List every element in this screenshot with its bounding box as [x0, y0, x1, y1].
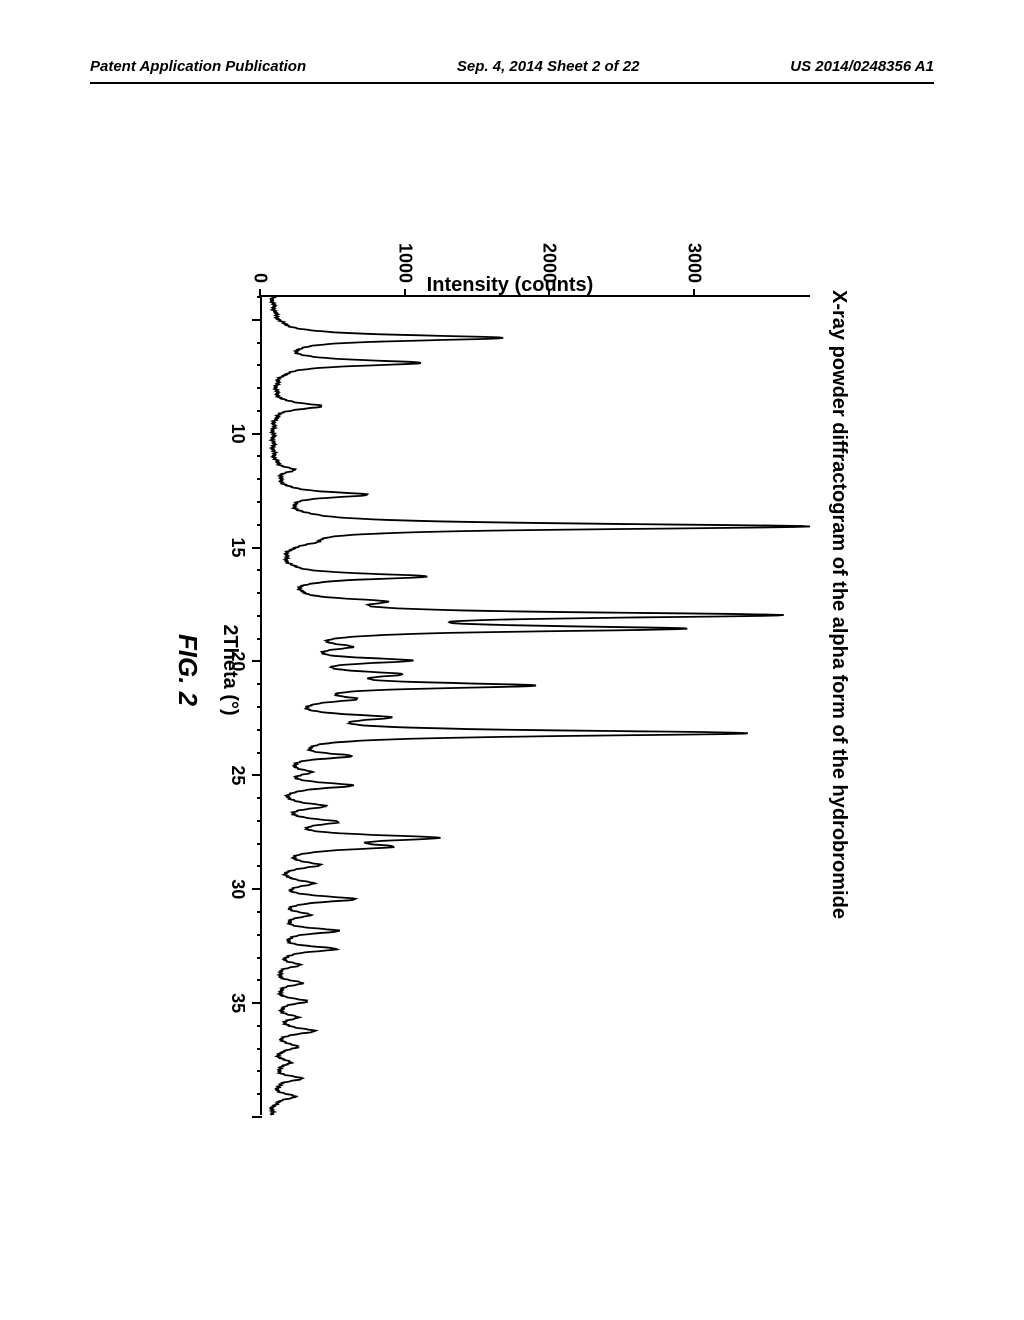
x-tick-minor [257, 979, 262, 981]
x-tick-minor [257, 729, 262, 731]
x-tick-minor [257, 1048, 262, 1050]
x-tick-minor [257, 342, 262, 344]
x-tick-minor [257, 820, 262, 822]
x-tick-minor [257, 1093, 262, 1095]
x-tick-major [252, 1002, 262, 1004]
x-tick-minor [257, 615, 262, 617]
spectrum-path [271, 297, 810, 1115]
x-tick-label: 30 [227, 879, 248, 899]
y-tick [404, 289, 406, 297]
x-tick-label: 25 [227, 765, 248, 785]
y-tick [693, 289, 695, 297]
y-tick [548, 289, 550, 297]
chart-container: X-ray powder diffractogram of the alpha … [160, 180, 860, 1160]
x-tick-minor [257, 911, 262, 913]
x-tick-label: 10 [227, 424, 248, 444]
page-header: Patent Application Publication Sep. 4, 2… [90, 58, 934, 75]
y-axis-label: Intensity (counts) [427, 274, 594, 297]
x-tick-minor [257, 843, 262, 845]
x-axis-label: 2Theta (°) [218, 624, 241, 715]
x-tick-major [252, 888, 262, 890]
y-tick-label: 0 [250, 273, 271, 283]
plot-area: 0100020003000101520253035 [260, 295, 810, 1115]
x-tick-minor [257, 797, 262, 799]
x-tick-label: 35 [227, 993, 248, 1013]
figure-caption: FIG. 2 [172, 634, 203, 706]
x-tick-minor [257, 455, 262, 457]
x-tick-minor [257, 752, 262, 754]
x-tick-minor [257, 501, 262, 503]
header-center: Sep. 4, 2014 Sheet 2 of 22 [457, 58, 640, 75]
x-tick-minor [257, 524, 262, 526]
figure-area: X-ray powder diffractogram of the alpha … [150, 170, 870, 1170]
x-tick-minor [257, 934, 262, 936]
header-rule [90, 82, 934, 84]
header-right: US 2014/0248356 A1 [790, 58, 934, 75]
x-tick-minor [257, 569, 262, 571]
x-tick-major [252, 660, 262, 662]
x-tick-major [252, 547, 262, 549]
x-tick-minor [257, 638, 262, 640]
x-tick-major [252, 433, 262, 435]
y-tick-label: 1000 [394, 243, 415, 283]
x-tick-minor [257, 296, 262, 298]
x-tick-minor [257, 592, 262, 594]
x-tick-minor [257, 1070, 262, 1072]
y-tick-label: 3000 [684, 243, 705, 283]
x-tick-major [252, 774, 262, 776]
x-tick-minor [257, 410, 262, 412]
x-tick-minor [257, 957, 262, 959]
y-tick-label: 2000 [539, 243, 560, 283]
x-tick-minor [257, 706, 262, 708]
x-tick-label: 15 [227, 538, 248, 558]
x-tick-minor [257, 683, 262, 685]
x-tick-minor [257, 865, 262, 867]
x-tick-minor [257, 1025, 262, 1027]
xrd-spectrum-line [262, 297, 810, 1115]
x-tick-major [252, 1116, 262, 1118]
header-left: Patent Application Publication [90, 58, 306, 75]
x-tick-minor [257, 478, 262, 480]
x-tick-major [252, 319, 262, 321]
chart-title: X-ray powder diffractogram of the alpha … [827, 290, 850, 919]
x-tick-minor [257, 364, 262, 366]
x-tick-minor [257, 387, 262, 389]
